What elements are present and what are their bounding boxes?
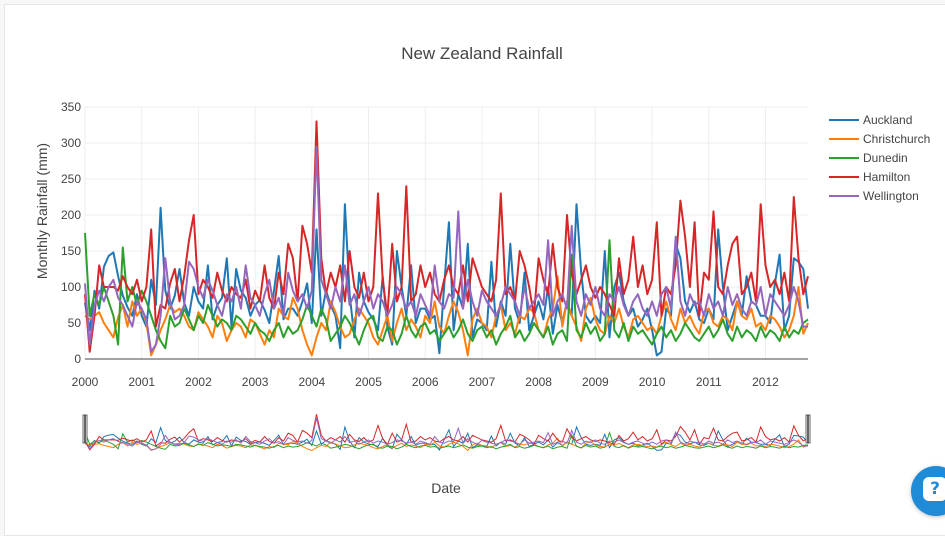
x-tick-label: 2000 (72, 375, 99, 389)
y-tick-label: 200 (61, 208, 81, 222)
slider-line-wellington (84, 417, 808, 451)
y-tick-label: 0 (74, 352, 81, 366)
help-chat-button[interactable]: ? (911, 466, 945, 516)
y-tick-label: 50 (68, 316, 82, 330)
legend-item-christchurch[interactable]: Christchurch (829, 132, 930, 146)
y-tick-label: 150 (61, 244, 81, 258)
series-line-dunedin[interactable] (84, 232, 809, 350)
series-lines[interactable] (84, 120, 809, 357)
series-line-hamilton[interactable] (84, 120, 809, 353)
x-tick-label: 2002 (185, 375, 212, 389)
slider-line-christchurch (84, 437, 809, 452)
y-tick-label: 350 (61, 100, 81, 114)
y-axis-ticks: 0 50 100 150 200 250 300 350 (61, 100, 81, 366)
x-tick-label: 2006 (412, 375, 439, 389)
legend-item-dunedin[interactable]: Dunedin (829, 151, 908, 165)
x-tick-label: 2004 (298, 375, 325, 389)
help-chat-icon: ? (923, 477, 945, 501)
legend-label: Christchurch (863, 132, 930, 146)
range-slider[interactable] (82, 411, 811, 455)
y-tick-label: 100 (61, 280, 81, 294)
legend-item-hamilton[interactable]: Hamilton (829, 170, 910, 184)
x-tick-label: 2005 (355, 375, 382, 389)
x-tick-label: 2012 (752, 375, 779, 389)
legend-label: Wellington (863, 189, 919, 203)
x-tick-label: 2007 (469, 375, 496, 389)
legend[interactable]: Auckland Christchurch Dunedin Hamilton Welli… (829, 113, 930, 203)
range-slider-right-handle[interactable] (805, 414, 811, 444)
slider-line-hamilton (84, 414, 809, 451)
chart-card: New Zealand Rainfall 0 50 100 150 200 250 300 3… (4, 4, 945, 536)
range-slider-lines (84, 414, 809, 452)
x-tick-label: 2003 (242, 375, 269, 389)
x-tick-label: 2008 (525, 375, 552, 389)
range-slider-left-handle[interactable] (82, 414, 88, 444)
x-tick-label: 2011 (696, 375, 722, 389)
y-tick-label: 250 (61, 172, 81, 186)
legend-label: Hamilton (863, 170, 910, 184)
rainfall-chart: New Zealand Rainfall 0 50 100 150 200 250 300 3… (34, 44, 930, 496)
x-axis-ticks: 2000 2001 2002 2003 2004 2005 2006 2007 2008 2009… (72, 375, 779, 389)
range-slider-background (85, 411, 808, 455)
legend-label: Dunedin (863, 151, 908, 165)
x-tick-label: 2009 (582, 375, 609, 389)
chart-title: New Zealand Rainfall (401, 44, 563, 63)
slider-line-dunedin (84, 431, 809, 450)
legend-item-auckland[interactable]: Auckland (829, 113, 912, 127)
legend-item-wellington[interactable]: Wellington (829, 189, 919, 203)
x-tick-label: 2010 (639, 375, 666, 389)
series-line-wellington[interactable] (84, 145, 808, 353)
x-axis-title: Date (431, 480, 461, 496)
legend-label: Auckland (863, 113, 912, 127)
y-tick-label: 300 (61, 136, 81, 150)
y-axis-title: Monthly Rainfall (mm) (34, 143, 50, 279)
x-tick-label: 2001 (128, 375, 155, 389)
series-line-christchurch[interactable] (84, 275, 809, 357)
